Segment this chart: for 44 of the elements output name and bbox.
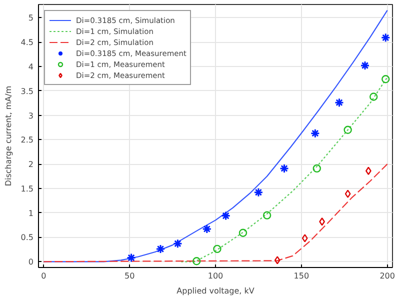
point bbox=[221, 211, 231, 221]
point bbox=[213, 244, 222, 254]
line-series bbox=[43, 164, 388, 262]
point bbox=[344, 126, 352, 134]
point bbox=[334, 98, 344, 108]
point bbox=[202, 224, 212, 234]
x-tick-label: 150 bbox=[294, 272, 310, 280]
y-tick-label: 1 bbox=[28, 208, 34, 218]
x-tick-label: 100 bbox=[208, 272, 224, 280]
point bbox=[156, 244, 166, 254]
point bbox=[192, 257, 201, 266]
y-tick-label: 1.5 bbox=[20, 184, 34, 194]
y-tick-label: 0.5 bbox=[20, 233, 34, 242]
point bbox=[279, 164, 289, 174]
x-tick-label: 0 bbox=[41, 272, 46, 280]
line-series bbox=[180, 76, 388, 262]
point bbox=[238, 228, 248, 237]
x-tick-label: 50 bbox=[124, 272, 135, 280]
y-tick-label: 2.5 bbox=[20, 136, 34, 145]
point bbox=[302, 234, 308, 242]
point bbox=[366, 166, 372, 175]
point bbox=[312, 164, 321, 173]
y-tick-label: 3.5 bbox=[20, 86, 34, 96]
y-tick-label: 3 bbox=[28, 111, 34, 120]
y-axis-title: Discharge current, mA/m bbox=[4, 86, 13, 186]
point bbox=[360, 60, 370, 70]
point bbox=[262, 211, 272, 220]
point bbox=[310, 128, 320, 138]
point bbox=[382, 75, 390, 84]
y-tick-label: 4 bbox=[28, 62, 34, 72]
point bbox=[126, 252, 136, 262]
point bbox=[380, 32, 390, 42]
point bbox=[274, 256, 280, 264]
y-tick-label: 5 bbox=[28, 14, 34, 23]
point bbox=[172, 238, 182, 248]
point bbox=[369, 92, 378, 101]
point bbox=[344, 190, 351, 198]
point bbox=[254, 188, 264, 198]
y-tick-label: 0 bbox=[28, 258, 34, 267]
x-axis-title: Applied voltage, kV bbox=[176, 286, 255, 296]
x-tick-label: 200 bbox=[380, 272, 395, 280]
point bbox=[319, 218, 325, 226]
y-tick-label: 2 bbox=[28, 160, 34, 170]
y-tick-label: 4.5 bbox=[20, 38, 34, 48]
